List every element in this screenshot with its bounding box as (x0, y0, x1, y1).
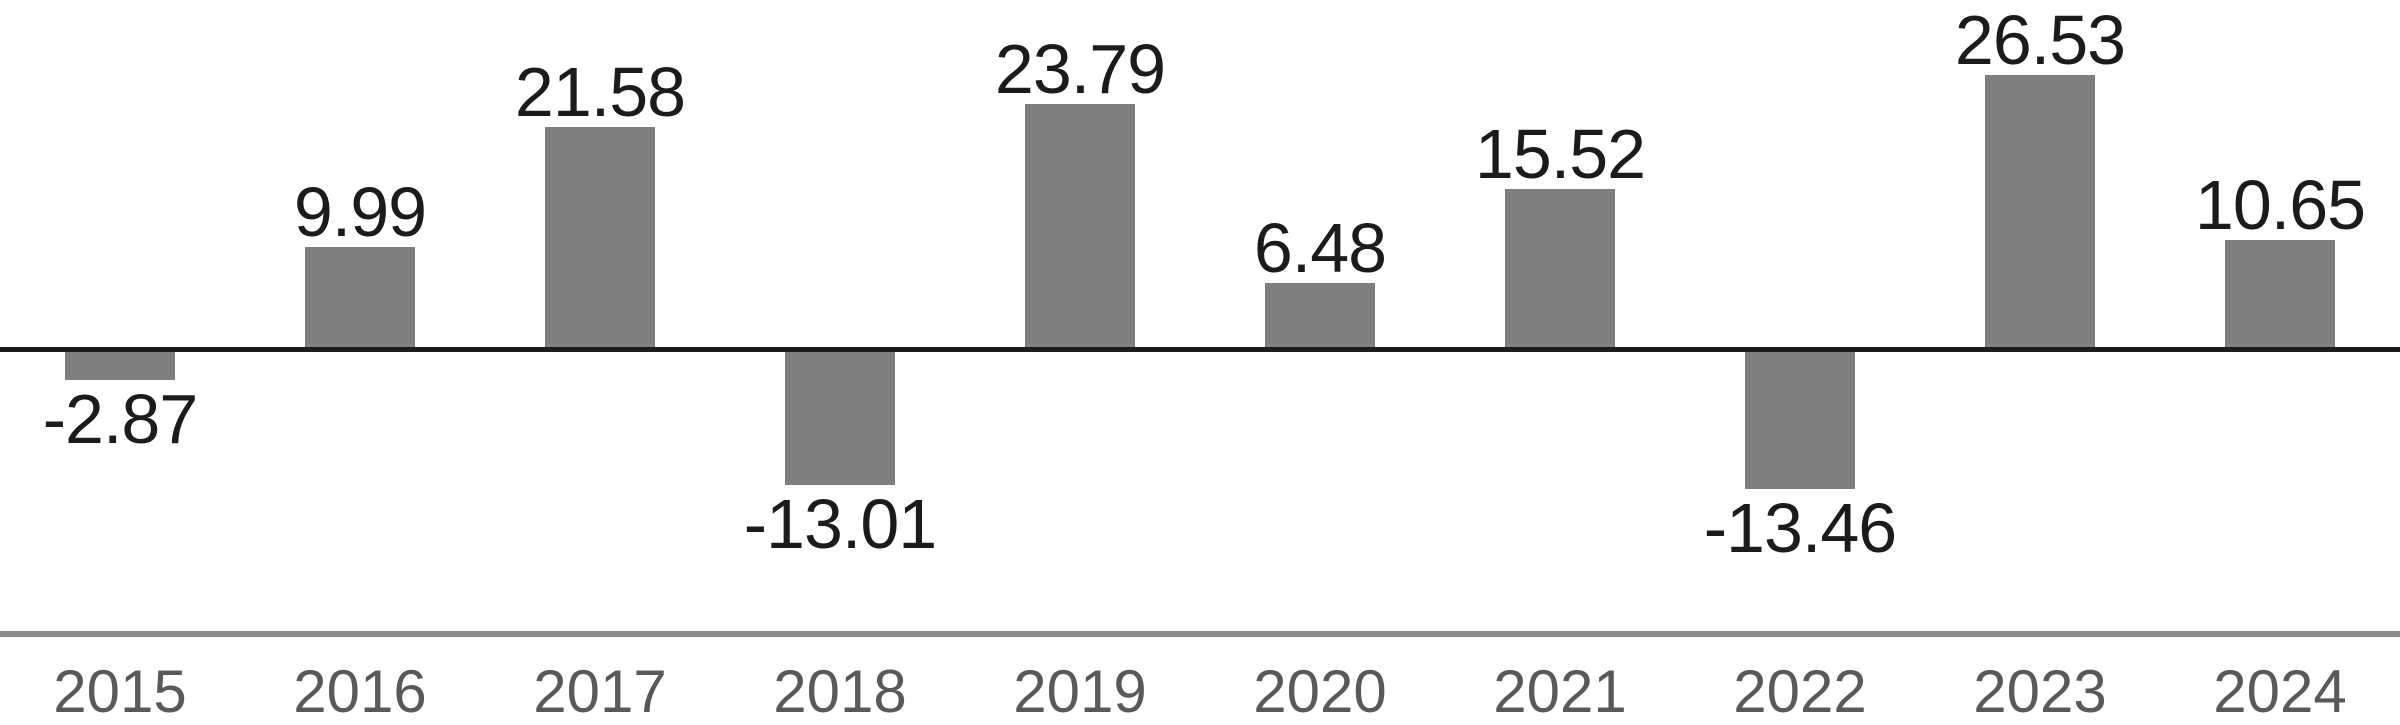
value-label: 10.65 (2194, 165, 2366, 244)
value-label: 9.99 (293, 172, 427, 251)
bar-2019 (1025, 103, 1135, 350)
value-label: 26.53 (1954, 1, 2126, 80)
bar-2024 (2225, 239, 2335, 350)
value-label: 21.58 (514, 52, 686, 131)
value-label: -2.87 (42, 379, 199, 458)
value-label: 23.79 (994, 29, 1166, 108)
value-label: -13.01 (743, 484, 937, 563)
bar-2022 (1745, 350, 1855, 490)
year-label: 2020 (1253, 658, 1387, 725)
year-label: 2022 (1733, 658, 1867, 725)
bar-2017 (545, 126, 655, 350)
bar-2015 (65, 350, 175, 380)
value-label: -13.46 (1703, 489, 1897, 568)
value-label: 15.52 (1474, 115, 1646, 194)
year-label: 2024 (2213, 658, 2347, 725)
year-label: 2019 (1013, 658, 1147, 725)
bar-2023 (1985, 75, 2095, 350)
x-axis-line (0, 631, 2400, 637)
year-label: 2021 (1493, 658, 1627, 725)
bar-2021 (1505, 189, 1615, 350)
bar-2020 (1265, 282, 1375, 350)
year-label: 2016 (293, 658, 427, 725)
year-label: 2017 (533, 658, 667, 725)
bar-2016 (305, 246, 415, 350)
year-label: 2015 (53, 658, 187, 725)
bar-2018 (785, 350, 895, 485)
year-label: 2023 (1973, 658, 2107, 725)
value-label: 6.48 (1253, 208, 1387, 287)
year-label: 2018 (773, 658, 907, 725)
zero-baseline (0, 347, 2400, 352)
